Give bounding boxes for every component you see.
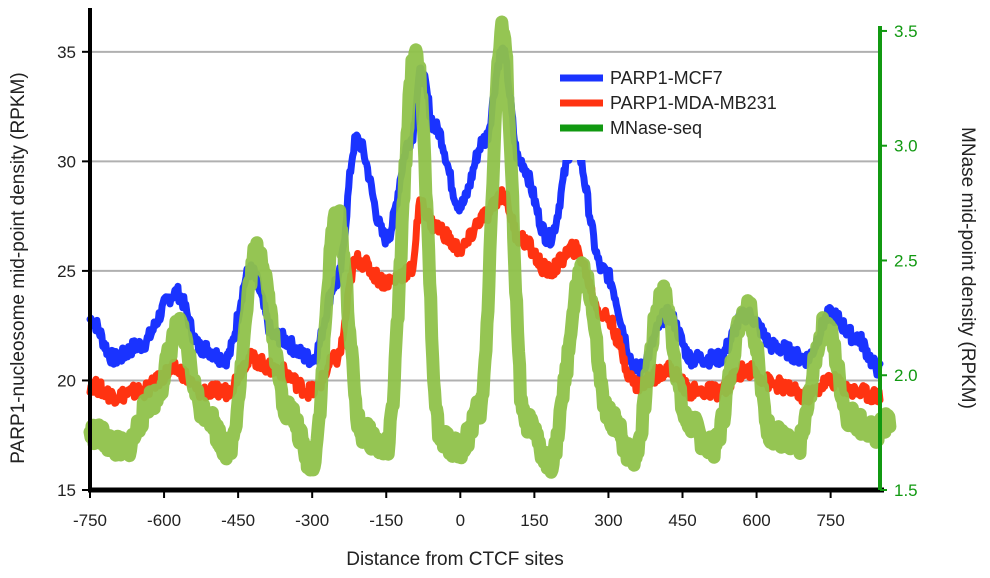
x-tick-label-600: 600 bbox=[742, 511, 770, 530]
x-tick-label--150: -150 bbox=[369, 511, 403, 530]
x-tick-label-0: 0 bbox=[456, 511, 465, 530]
x-tick-label-450: 450 bbox=[668, 511, 696, 530]
x-tick-label--300: -300 bbox=[295, 511, 329, 530]
y-right-tick-label-1.5: 1.5 bbox=[894, 481, 918, 500]
x-tick-label--600: -600 bbox=[147, 511, 181, 530]
y-axis-title-left: PARP1-nucleosome mid-point density (RPKM… bbox=[8, 72, 29, 463]
y-axis-title-right: MNase mid-point density (RPKM) bbox=[957, 127, 978, 409]
y-left-tick-label-20: 20 bbox=[57, 371, 76, 390]
x-tick-label-750: 750 bbox=[816, 511, 844, 530]
y-left-tick-label-35: 35 bbox=[57, 43, 76, 62]
x-axis-title: Distance from CTCF sites bbox=[346, 549, 563, 570]
legend: PARP1-MCF7 PARP1-MDA-MB231 MNase-seq bbox=[552, 58, 827, 160]
x-tick-label-150: 150 bbox=[520, 511, 548, 530]
x-tick-label--450: -450 bbox=[221, 511, 255, 530]
x-tick-label-300: 300 bbox=[594, 511, 622, 530]
legend-label-mnase-seq: MNase-seq bbox=[610, 118, 702, 138]
legend-label-parp1-mda-mb231: PARP1-MDA-MB231 bbox=[610, 93, 777, 113]
y-right-tick-label-2.0: 2.0 bbox=[894, 366, 918, 385]
legend-label-parp1-mcf7: PARP1-MCF7 bbox=[610, 68, 723, 88]
series-layer bbox=[83, 15, 897, 479]
series-line-mnase-seq bbox=[83, 15, 897, 479]
y-right-tick-label-3.5: 3.5 bbox=[894, 22, 918, 41]
y-right-tick-label-2.5: 2.5 bbox=[894, 251, 918, 270]
y-left-tick-label-25: 25 bbox=[57, 262, 76, 281]
series-line-parp1-mda-mb231 bbox=[86, 186, 884, 407]
ticks-layer: -750 -600 -450 -300 -150 0 150 300 450 600 750 15 20… bbox=[57, 22, 918, 530]
y-left-tick-label-15: 15 bbox=[57, 481, 76, 500]
y-right-tick-label-3.0: 3.0 bbox=[894, 137, 918, 156]
y-left-tick-label-30: 30 bbox=[57, 152, 76, 171]
x-tick-label--750: -750 bbox=[73, 511, 107, 530]
axes-layer bbox=[88, 8, 884, 493]
